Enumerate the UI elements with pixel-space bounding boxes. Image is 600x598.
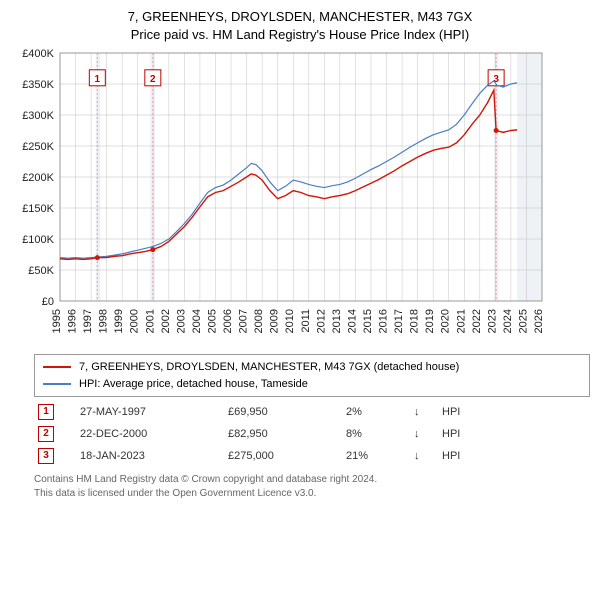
event-row: 2 22-DEC-2000£82,9508%↓HPI xyxy=(34,423,590,445)
chart-container: £0 £50K £100K £150K £200K £250K £300K £350K £400… xyxy=(0,43,600,348)
y-tick-label: £300K xyxy=(22,110,54,122)
chart-title: 7, GREENHEYS, DROYLSDEN, MANCHESTER, M43… xyxy=(0,8,600,43)
x-tick-label: 2024 xyxy=(502,309,514,333)
x-tick-label: 2010 xyxy=(284,309,296,333)
event-row: 3 18-JAN-2023£275,00021%↓HPI xyxy=(34,445,590,467)
y-tick-label: £350K xyxy=(22,79,54,91)
x-tick-label: 2017 xyxy=(393,309,405,333)
y-tick-label: £100K xyxy=(22,234,54,246)
event-pct: 2% xyxy=(342,401,410,423)
y-tick-label: £200K xyxy=(22,172,54,184)
x-tick-label: 1998 xyxy=(98,309,110,333)
footnote-line-1: Contains HM Land Registry data © Crown c… xyxy=(34,473,590,487)
x-tick-label: 2021 xyxy=(455,309,467,333)
events-table: 1 27-MAY-1997£69,9502%↓HPI 2 22-DEC-2000£82… xyxy=(34,401,590,467)
x-tick-label: 2006 xyxy=(222,309,234,333)
x-tick-label: 2009 xyxy=(269,309,281,333)
x-tick-label: 2013 xyxy=(331,309,343,333)
event-date: 18-JAN-2023 xyxy=(76,445,224,467)
event-marker: 2 xyxy=(38,426,54,442)
legend: 7, GREENHEYS, DROYLSDEN, MANCHESTER, M43… xyxy=(34,354,590,397)
event-marker-label: 2 xyxy=(150,74,156,85)
event-point xyxy=(95,255,100,260)
event-date: 27-MAY-1997 xyxy=(76,401,224,423)
x-tick-label: 1995 xyxy=(51,309,63,333)
event-tag: HPI xyxy=(438,445,590,467)
x-tick-label: 2001 xyxy=(144,309,156,333)
title-line-2: Price paid vs. HM Land Registry's House … xyxy=(0,26,600,44)
legend-row-1: 7, GREENHEYS, DROYLSDEN, MANCHESTER, M43… xyxy=(43,359,581,376)
x-tick-label: 2020 xyxy=(440,309,452,333)
event-marker-label: 3 xyxy=(493,74,499,85)
x-tick-label: 2023 xyxy=(486,309,498,333)
legend-label-2: HPI: Average price, detached house, Tame… xyxy=(79,376,308,393)
event-point xyxy=(150,247,155,252)
x-tick-label: 2011 xyxy=(300,309,312,333)
x-tick-label: 2015 xyxy=(362,309,374,333)
event-price: £69,950 xyxy=(224,401,342,423)
legend-swatch-1 xyxy=(43,366,71,368)
x-tick-label: 2008 xyxy=(253,309,265,333)
x-tick-label: 2002 xyxy=(160,309,172,333)
x-tick-label: 2022 xyxy=(471,309,483,333)
arrow-down-icon: ↓ xyxy=(410,423,438,445)
x-tick-label: 2000 xyxy=(129,309,141,333)
x-tick-label: 2014 xyxy=(346,309,358,333)
x-tick-label: 2019 xyxy=(424,309,436,333)
legend-label-1: 7, GREENHEYS, DROYLSDEN, MANCHESTER, M43… xyxy=(79,359,459,376)
event-tag: HPI xyxy=(438,401,590,423)
event-point xyxy=(494,128,499,133)
y-tick-label: £250K xyxy=(22,141,54,153)
footnote: Contains HM Land Registry data © Crown c… xyxy=(34,473,590,500)
event-marker: 3 xyxy=(38,448,54,464)
x-tick-label: 2005 xyxy=(206,309,218,333)
y-tick-label: £400K xyxy=(22,48,54,60)
title-line-1: 7, GREENHEYS, DROYLSDEN, MANCHESTER, M43… xyxy=(0,8,600,26)
x-tick-label: 2025 xyxy=(517,309,529,333)
event-tag: HPI xyxy=(438,423,590,445)
event-pct: 8% xyxy=(342,423,410,445)
arrow-down-icon: ↓ xyxy=(410,401,438,423)
footnote-line-2: This data is licensed under the Open Gov… xyxy=(34,487,590,501)
y-tick-label: £50K xyxy=(28,265,54,277)
legend-row-2: HPI: Average price, detached house, Tame… xyxy=(43,376,581,393)
event-marker: 1 xyxy=(38,404,54,420)
event-marker-label: 1 xyxy=(95,74,101,85)
x-tick-label: 2018 xyxy=(409,309,421,333)
x-tick-label: 2003 xyxy=(175,309,187,333)
event-price: £82,950 xyxy=(224,423,342,445)
x-tick-label: 1996 xyxy=(67,309,79,333)
line-chart: £0 £50K £100K £150K £200K £250K £300K £350K £400… xyxy=(0,43,560,343)
event-row: 1 27-MAY-1997£69,9502%↓HPI xyxy=(34,401,590,423)
x-tick-label: 1997 xyxy=(82,309,94,333)
x-tick-label: 2012 xyxy=(315,309,327,333)
x-tick-label: 2007 xyxy=(238,309,250,333)
x-tick-label: 2004 xyxy=(191,309,203,333)
x-tick-label: 2016 xyxy=(378,309,390,333)
arrow-down-icon: ↓ xyxy=(410,445,438,467)
legend-swatch-2 xyxy=(43,383,71,385)
event-price: £275,000 xyxy=(224,445,342,467)
x-tick-label: 2026 xyxy=(533,309,545,333)
y-tick-label: £150K xyxy=(22,203,54,215)
x-tick-label: 1999 xyxy=(113,309,125,333)
event-date: 22-DEC-2000 xyxy=(76,423,224,445)
y-tick-label: £0 xyxy=(42,296,54,308)
event-pct: 21% xyxy=(342,445,410,467)
